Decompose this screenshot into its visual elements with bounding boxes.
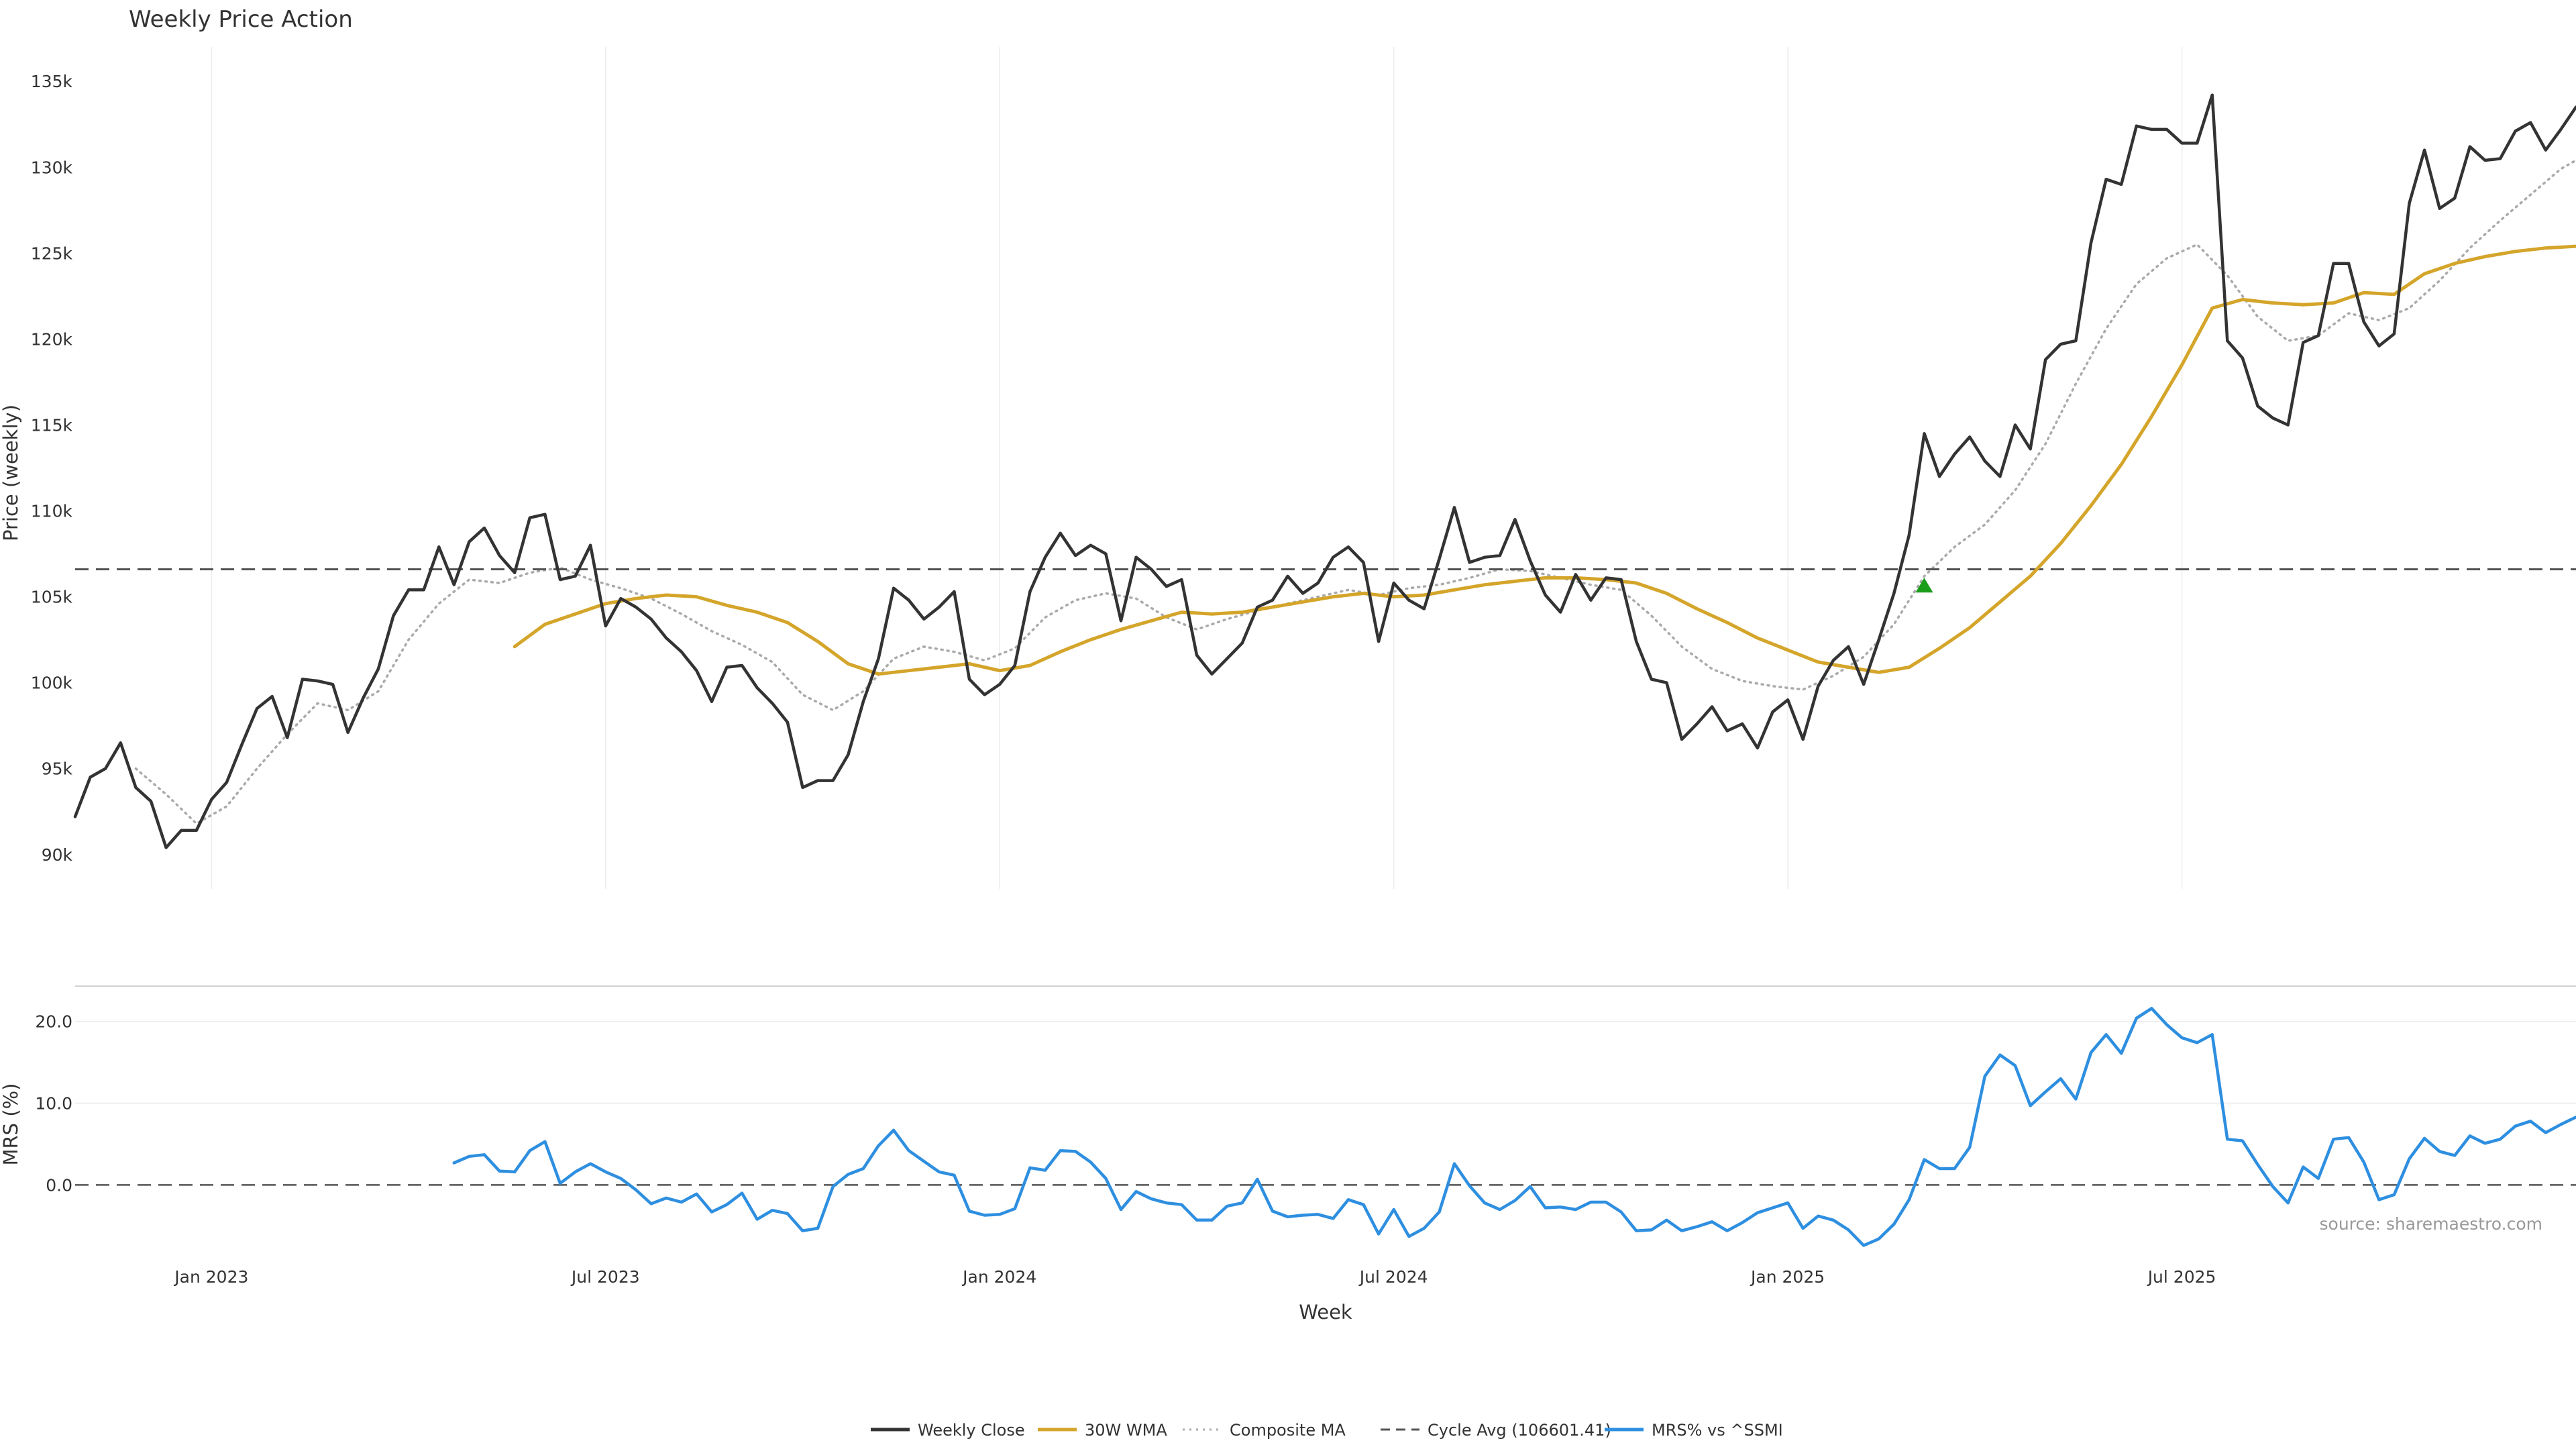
price-y-tick-label: 100k xyxy=(31,674,73,693)
x-axis-label: Week xyxy=(1299,1301,1352,1324)
price-y-tick-label: 135k xyxy=(31,72,73,91)
mrs-series-lines xyxy=(452,1006,2576,1247)
legend-label-30w-wma: 30W WMA xyxy=(1085,1421,1167,1440)
price-y-tick-label: 105k xyxy=(31,588,73,607)
source-credit: source: sharemaestro.com xyxy=(2320,1214,2543,1234)
price-y-tick-label: 120k xyxy=(31,329,73,349)
mrs-y-tick-label: 0.0 xyxy=(46,1175,72,1195)
price-panel: 90k 95k 100k 105k 110k 115k 120k 125k 130k 135k P… xyxy=(0,47,2576,889)
x-tick-label: Jan 2025 xyxy=(1750,1267,1825,1287)
series-composite-ma xyxy=(134,159,2576,825)
x-tick-label: Jul 2024 xyxy=(1358,1267,1428,1287)
price-vertical-grid xyxy=(211,47,2183,889)
mrs-panel: 0.0 10.0 20.0 MRS (%) source: sharemaestro… xyxy=(0,1006,2576,1247)
x-tick-label: Jul 2023 xyxy=(570,1267,640,1287)
legend-label-weekly-close: Weekly Close xyxy=(918,1421,1025,1440)
mrs-y-ticks: 0.0 10.0 20.0 xyxy=(35,1012,72,1195)
legend-label-cycle-avg-106601-41: Cycle Avg (106601.41) xyxy=(1428,1421,1611,1440)
price-series-lines xyxy=(73,93,2576,849)
legend-label-mrs-vs-ssmi: MRS% vs ^SSMI xyxy=(1652,1421,1783,1440)
x-tick-label: Jan 2023 xyxy=(173,1267,248,1287)
x-axis-ticks: Jan 2023 Jul 2023 Jan 2024 Jul 2024 Jan 2025… xyxy=(173,1267,2216,1287)
mrs-horizontal-grid xyxy=(75,1020,2576,1186)
price-y-ticks: 90k 95k 100k 105k 110k 115k 120k 125k 130k 135k xyxy=(31,72,73,865)
mrs-y-tick-label: 20.0 xyxy=(35,1012,72,1032)
price-y-tick-label: 95k xyxy=(42,759,73,779)
price-y-tick-label: 90k xyxy=(42,845,73,865)
legend-label-composite-ma: Composite MA xyxy=(1230,1421,1346,1440)
price-y-axis-label: Price (weekly) xyxy=(0,405,22,541)
x-tick-label: Jul 2025 xyxy=(2147,1267,2216,1287)
series-30w-wma xyxy=(513,244,2576,676)
series-mrs-vs-ssmi xyxy=(452,1006,2576,1247)
series-weekly-close xyxy=(73,93,2576,849)
price-y-tick-label: 110k xyxy=(31,502,73,521)
x-tick-label: Jan 2024 xyxy=(961,1267,1036,1287)
chart-title: Weekly Price Action xyxy=(129,6,353,33)
price-y-tick-label: 115k xyxy=(31,415,73,435)
mrs-y-tick-label: 10.0 xyxy=(35,1094,72,1114)
legend: Weekly Close 30W WMA Composite MA Cycle Avg… xyxy=(871,1421,1783,1440)
price-y-tick-label: 130k xyxy=(31,158,73,177)
mrs-y-axis-label: MRS (%) xyxy=(0,1083,22,1166)
buy-signal-marker xyxy=(1915,578,1933,593)
price-y-tick-label: 125k xyxy=(31,244,73,263)
